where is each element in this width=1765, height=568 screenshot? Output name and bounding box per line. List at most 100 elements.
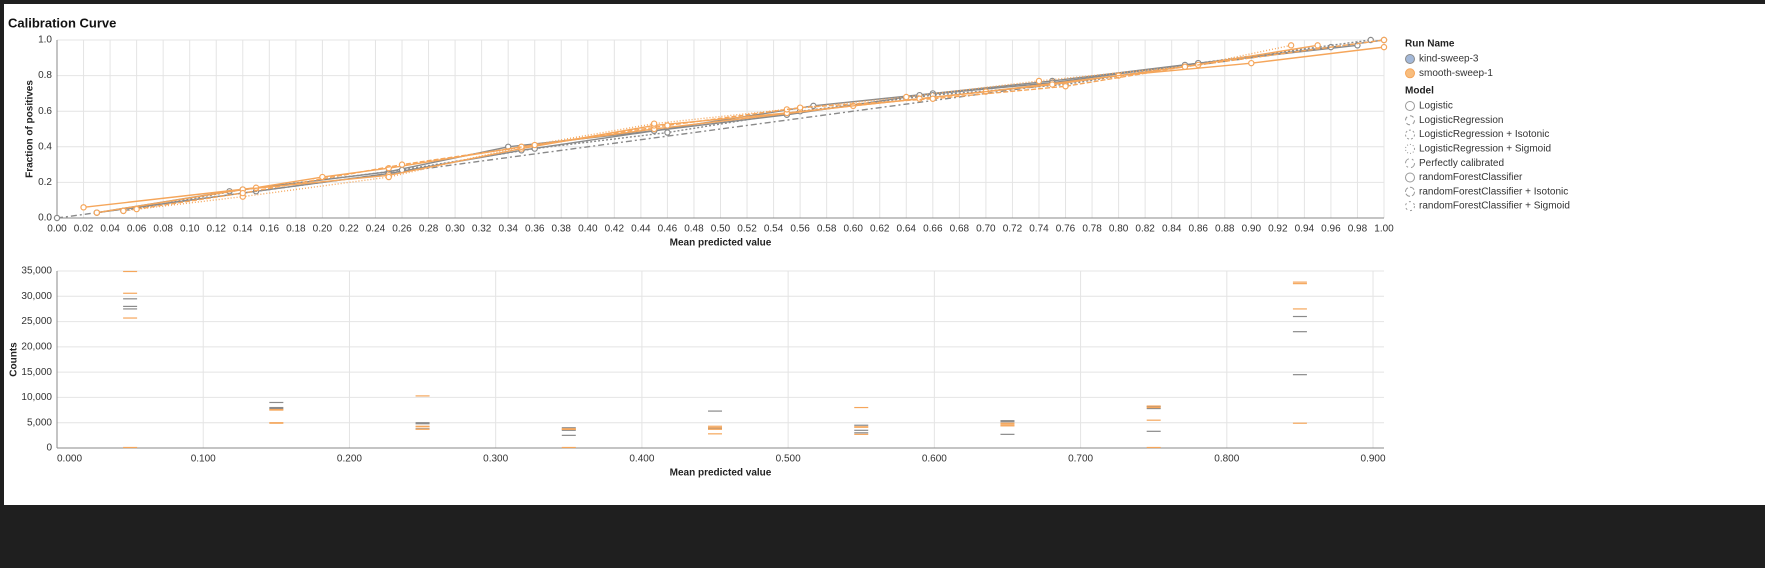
x-tick-label: 0.20 <box>313 224 333 235</box>
y-tick-label: 0 <box>46 443 52 454</box>
x-tick-label: 0.42 <box>605 224 625 235</box>
x-tick-label: 0.300 <box>483 454 508 465</box>
x-tick-label: 0.92 <box>1268 224 1288 235</box>
x-tick-label: 0.80 <box>1109 224 1129 235</box>
y-tick-label: 30,000 <box>21 291 52 302</box>
panel: Calibration Curve 0.0 0.2 0.4 0.6 0.8 1.0 0.00 0… <box>4 4 1765 505</box>
legend-swatch <box>1405 115 1415 126</box>
legend-label: Perfectly calibrated <box>1419 158 1504 169</box>
x-tick-label: 0.700 <box>1068 454 1093 465</box>
x-tick-label: 0.58 <box>817 224 837 235</box>
y-axis-title: Fraction of positives <box>25 80 36 178</box>
point <box>53 214 61 222</box>
y-tick-label: 0.0 <box>38 213 52 224</box>
point <box>810 102 817 110</box>
x-tick-label: 0.68 <box>950 224 970 235</box>
y-tick-label: 15,000 <box>21 367 52 378</box>
point <box>531 141 538 149</box>
point <box>1314 42 1321 49</box>
chart-title: Calibration Curve <box>8 15 116 30</box>
line <box>96 44 1318 214</box>
point <box>1181 63 1189 70</box>
legend-swatch <box>1405 158 1415 169</box>
legend-swatch <box>1405 101 1415 111</box>
x-tick-label: 0.54 <box>764 224 784 235</box>
x-tick-label: 0.90 <box>1242 224 1262 235</box>
y-tick-label: 0.8 <box>38 70 52 81</box>
point <box>93 209 101 216</box>
y-tick-label: 10,000 <box>21 392 52 403</box>
point <box>1287 42 1295 49</box>
x-tick-label: 0.96 <box>1321 224 1341 235</box>
x-tick-label: 0.500 <box>776 454 801 465</box>
x-tick-label: 0.02 <box>74 224 94 235</box>
legend-label: smooth-sweep-1 <box>1419 68 1493 79</box>
x-tick-label: 0.88 <box>1215 224 1235 235</box>
legend-swatch <box>1405 143 1415 154</box>
x-tick-label: 0.86 <box>1188 224 1208 235</box>
line <box>136 39 1385 210</box>
point <box>1035 77 1043 85</box>
point <box>1062 83 1069 90</box>
point <box>1380 36 1388 44</box>
x-tick-label: 0.28 <box>419 224 439 235</box>
x-tick-label: 0.900 <box>1361 454 1386 465</box>
point <box>80 204 87 211</box>
x-tick-label: 0.62 <box>870 224 890 235</box>
x-tick-label: 0.18 <box>286 224 306 235</box>
x-tick-label: 0.16 <box>260 224 280 235</box>
point <box>903 93 910 101</box>
y-tick-label: 0.2 <box>38 177 52 188</box>
x-tick-label: 0.64 <box>897 224 917 235</box>
legend-swatch <box>1405 68 1415 79</box>
legend-title: Run Name <box>1405 39 1455 50</box>
legend-swatch <box>1405 54 1415 64</box>
legend-label: randomForestClassifier <box>1419 172 1523 183</box>
legend-label: LogisticRegression <box>1419 115 1504 126</box>
x-axis-title: Mean predicted value <box>670 468 772 479</box>
x-tick-label: 0.40 <box>578 224 598 235</box>
point <box>796 104 804 111</box>
y-tick-label: 25,000 <box>21 316 52 327</box>
x-tick-label: 0.34 <box>498 224 518 235</box>
x-tick-label: 0.46 <box>658 224 678 235</box>
legend-swatch <box>1405 186 1415 197</box>
x-tick-label: 0.000 <box>57 454 82 465</box>
x-tick-label: 0.24 <box>366 224 386 235</box>
point <box>1049 81 1056 88</box>
legend-swatch <box>1405 172 1415 183</box>
x-tick-label: 0.10 <box>180 224 200 235</box>
y-tick-label: 0.6 <box>38 106 52 117</box>
x-tick-label: 0.82 <box>1135 224 1155 235</box>
legend-title: Model <box>1405 86 1434 97</box>
x-tick-label: 0.14 <box>233 224 253 235</box>
point <box>1380 43 1388 51</box>
y-tick-label: 20,000 <box>21 341 52 352</box>
x-tick-label: 0.50 <box>711 224 731 235</box>
x-tick-label: 0.200 <box>337 454 362 465</box>
point <box>916 95 923 102</box>
x-tick-label: 0.30 <box>445 224 465 235</box>
x-tick-label: 0.32 <box>472 224 492 235</box>
y-tick-label: 35,000 <box>21 266 52 277</box>
y-tick-label: 5,000 <box>27 417 52 428</box>
x-tick-label: 0.72 <box>1003 224 1023 235</box>
x-tick-label: 0.52 <box>737 224 757 235</box>
point <box>120 207 127 215</box>
x-tick-label: 0.06 <box>127 224 147 235</box>
x-tick-label: 0.36 <box>525 224 545 235</box>
x-tick-label: 0.26 <box>392 224 412 235</box>
x-tick-label: 0.400 <box>629 454 654 465</box>
legend-label: kind-sweep-3 <box>1419 54 1479 65</box>
x-tick-label: 1.00 <box>1374 224 1394 235</box>
x-tick-label: 0.98 <box>1348 224 1368 235</box>
point <box>664 129 671 136</box>
x-tick-label: 0.04 <box>100 224 120 235</box>
x-tick-label: 0.00 <box>47 224 67 235</box>
x-axis-title: Mean predicted value <box>670 238 772 249</box>
x-tick-label: 0.08 <box>153 224 173 235</box>
legend-swatch <box>1405 201 1415 212</box>
point <box>929 95 937 102</box>
